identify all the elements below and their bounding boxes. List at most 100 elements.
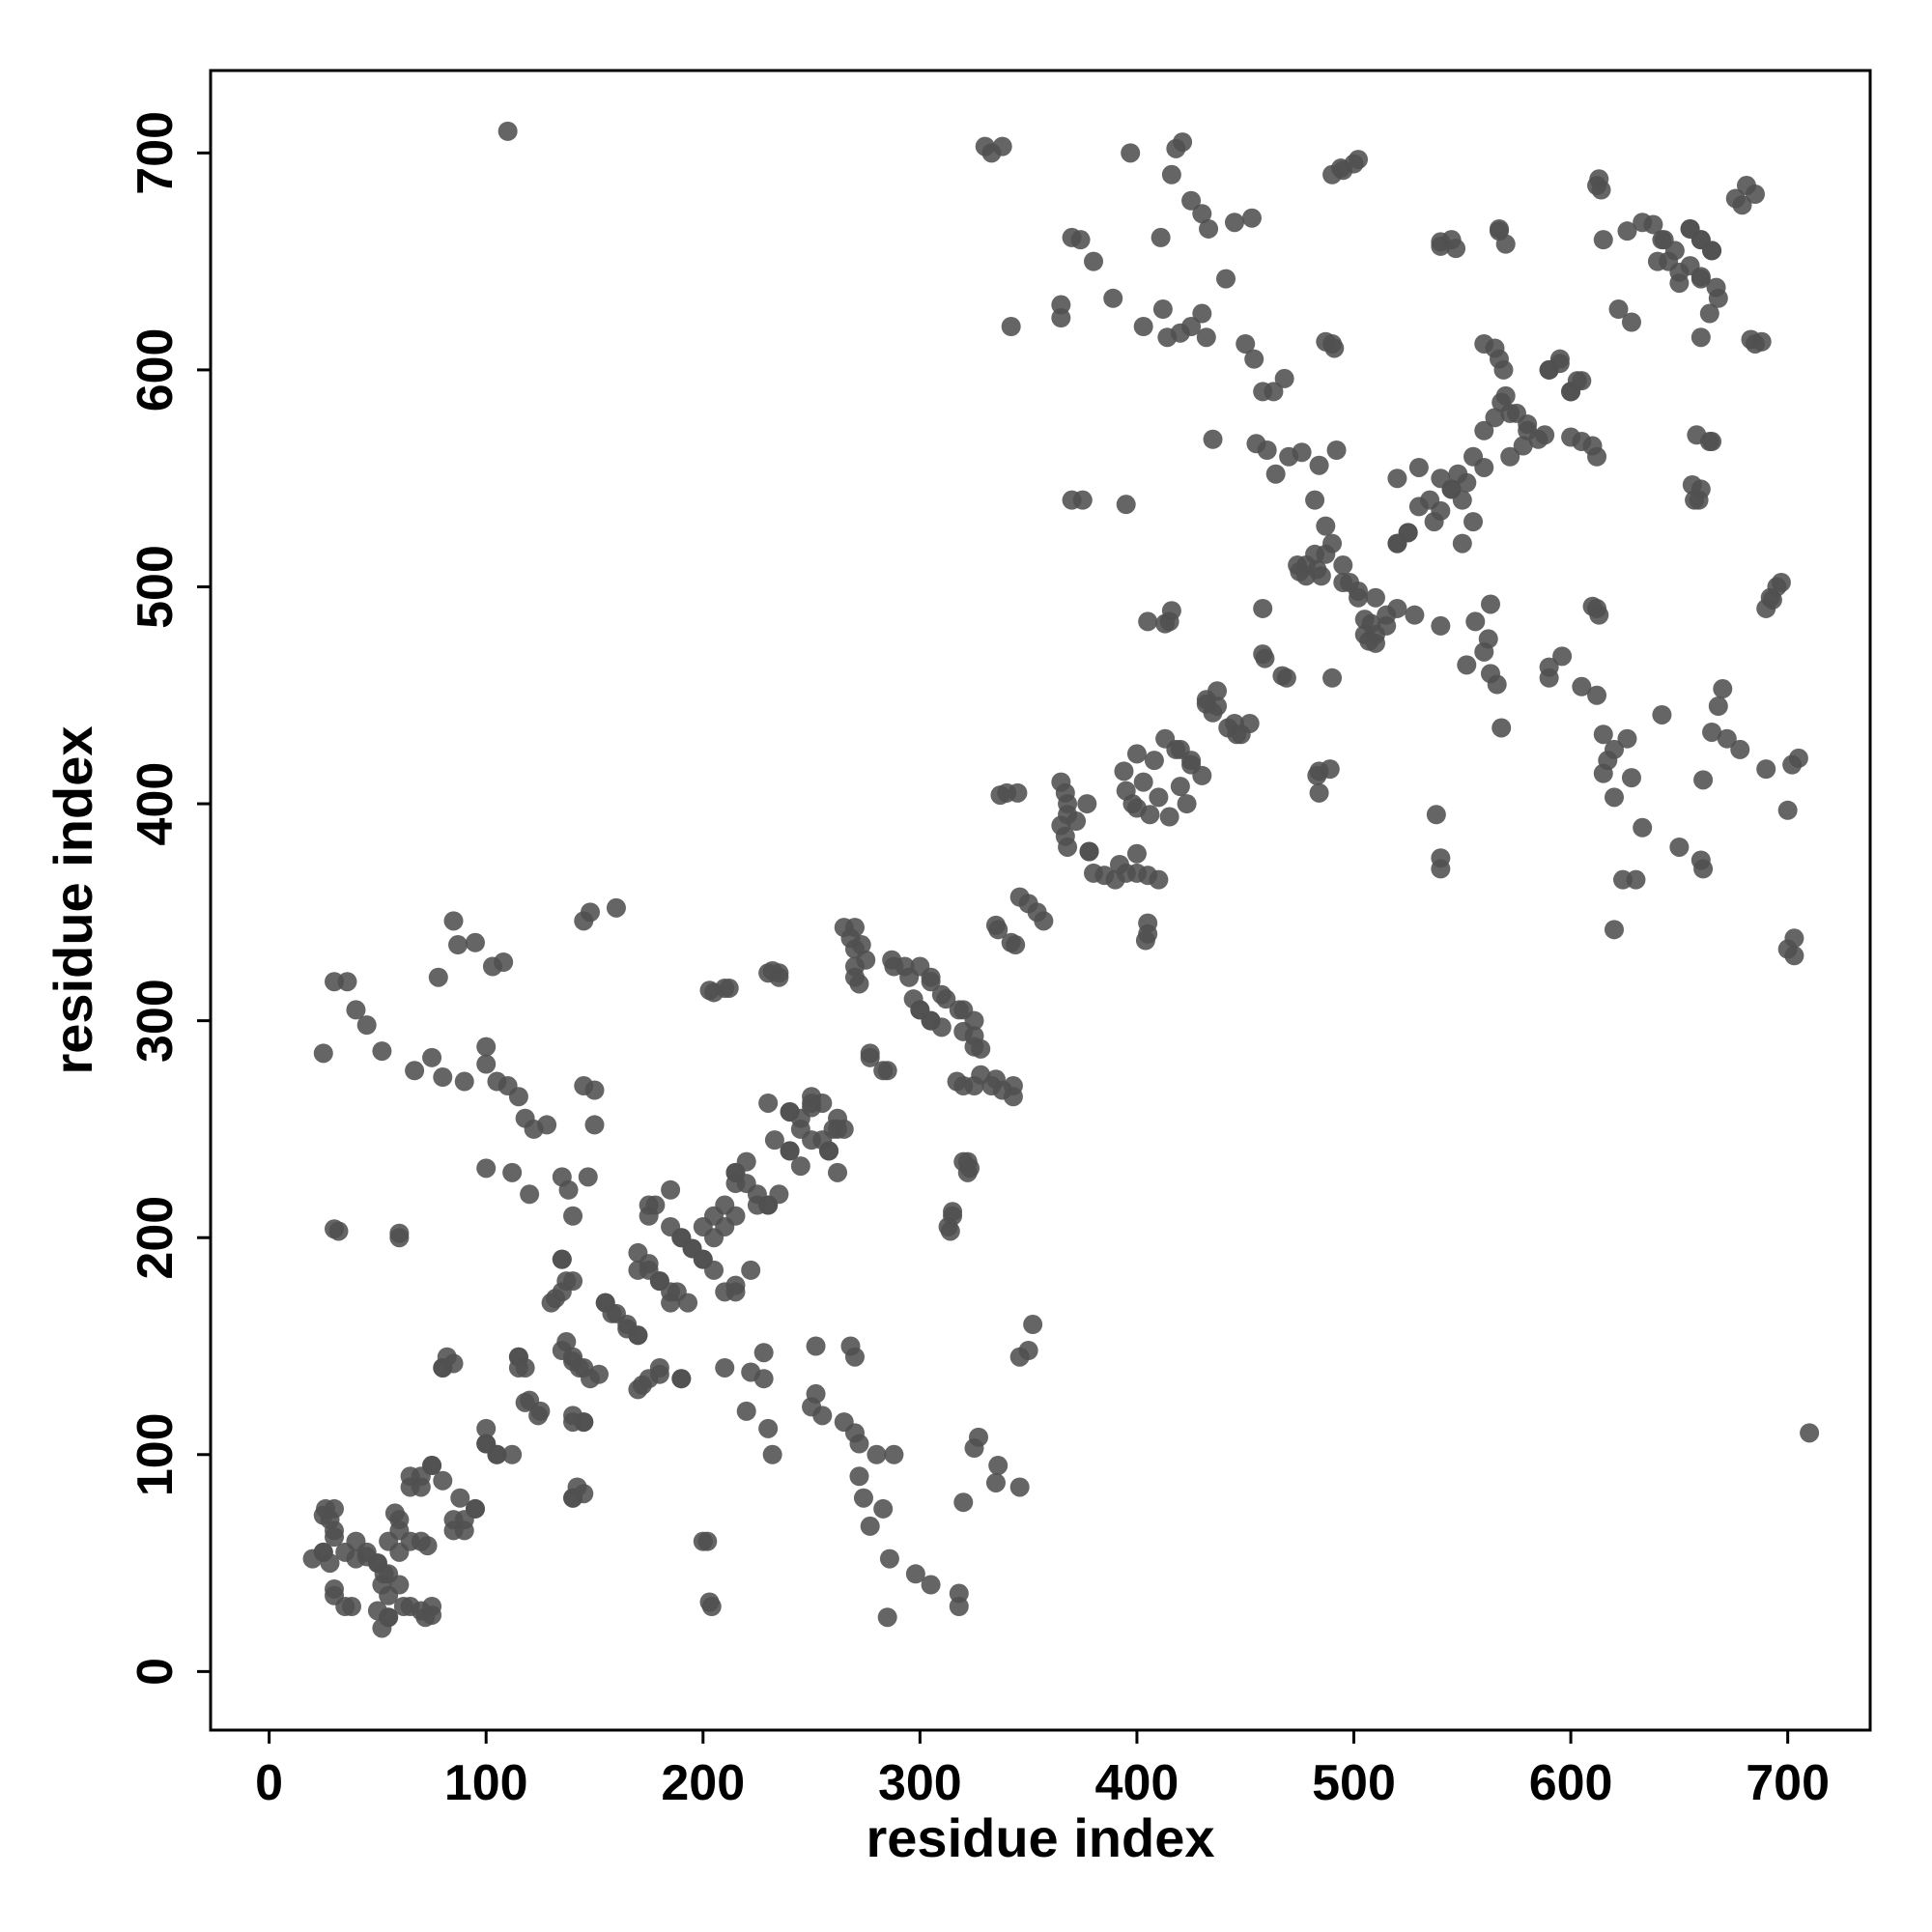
point [1192, 303, 1212, 324]
point [1320, 759, 1340, 780]
point [1654, 230, 1674, 250]
point [520, 1184, 540, 1205]
point [1309, 455, 1329, 475]
point [1572, 676, 1592, 696]
point [806, 1383, 826, 1404]
point [1001, 316, 1021, 336]
point [1474, 420, 1494, 440]
point [325, 1527, 345, 1548]
point [860, 1047, 880, 1067]
point [1349, 150, 1369, 170]
point [1072, 490, 1093, 510]
point [1480, 664, 1500, 684]
point [1009, 1477, 1030, 1497]
point [422, 1047, 442, 1067]
point [960, 1158, 980, 1179]
point [1181, 316, 1202, 336]
y-tick-label: 100 [128, 1412, 184, 1496]
point [578, 1167, 598, 1187]
point [1593, 230, 1613, 250]
point [921, 1575, 941, 1595]
point [1682, 474, 1702, 495]
point [1253, 598, 1273, 618]
point [1051, 772, 1071, 792]
point [1311, 566, 1331, 586]
point [1480, 594, 1500, 614]
point [758, 1093, 779, 1113]
y-tick-label: 0 [128, 1658, 184, 1686]
point [428, 967, 448, 987]
point [1138, 913, 1158, 933]
point [448, 935, 469, 955]
point [584, 1080, 605, 1100]
point [1365, 587, 1385, 608]
point [1349, 587, 1369, 608]
point [476, 1054, 497, 1074]
point [1387, 469, 1407, 489]
point [1448, 464, 1468, 484]
point [1478, 629, 1498, 649]
point [356, 1015, 377, 1036]
point [1426, 805, 1446, 825]
point [1114, 761, 1134, 781]
point [528, 1406, 549, 1426]
point [741, 1260, 761, 1280]
point [1316, 516, 1336, 536]
point [719, 978, 739, 998]
y-tick-label: 400 [128, 762, 184, 846]
point [992, 136, 1012, 156]
point [1621, 312, 1641, 332]
point [422, 1605, 442, 1625]
point [581, 902, 601, 923]
point [762, 960, 782, 980]
point [661, 1179, 681, 1200]
point [1008, 782, 1028, 803]
point [1643, 214, 1663, 235]
point [1485, 338, 1505, 358]
point [1647, 251, 1667, 271]
point [1431, 236, 1451, 256]
point [840, 928, 861, 949]
point [476, 1418, 497, 1438]
point [1693, 770, 1714, 790]
point [1589, 169, 1609, 189]
point [1151, 227, 1171, 247]
point [964, 1076, 984, 1096]
point [903, 989, 923, 1009]
point [943, 1202, 963, 1222]
point [1116, 495, 1136, 515]
point [563, 1206, 583, 1226]
point [1077, 794, 1097, 814]
point [1079, 841, 1099, 862]
point [1274, 368, 1294, 388]
point [1224, 213, 1244, 233]
point [780, 1101, 800, 1122]
point [905, 1564, 925, 1584]
point [988, 1456, 1009, 1476]
point [736, 1151, 756, 1172]
point [552, 1340, 572, 1360]
point [1431, 848, 1451, 868]
point [1140, 805, 1160, 825]
point [454, 1520, 474, 1541]
point [465, 932, 485, 952]
point [454, 1071, 474, 1092]
point [1377, 615, 1397, 636]
point [1292, 442, 1312, 463]
point [1149, 869, 1169, 890]
point [867, 1444, 887, 1464]
point [790, 1119, 810, 1139]
y-axis-title: residue index [43, 725, 103, 1074]
point [1152, 299, 1173, 320]
point [1405, 605, 1425, 625]
point [1181, 190, 1202, 211]
point [1177, 794, 1197, 814]
point [346, 1000, 366, 1020]
point [899, 967, 920, 987]
point [405, 1061, 425, 1081]
point [1587, 598, 1607, 618]
point [1070, 230, 1091, 250]
point [628, 1325, 648, 1346]
point [502, 1162, 523, 1182]
y-tick-label: 700 [128, 111, 184, 195]
